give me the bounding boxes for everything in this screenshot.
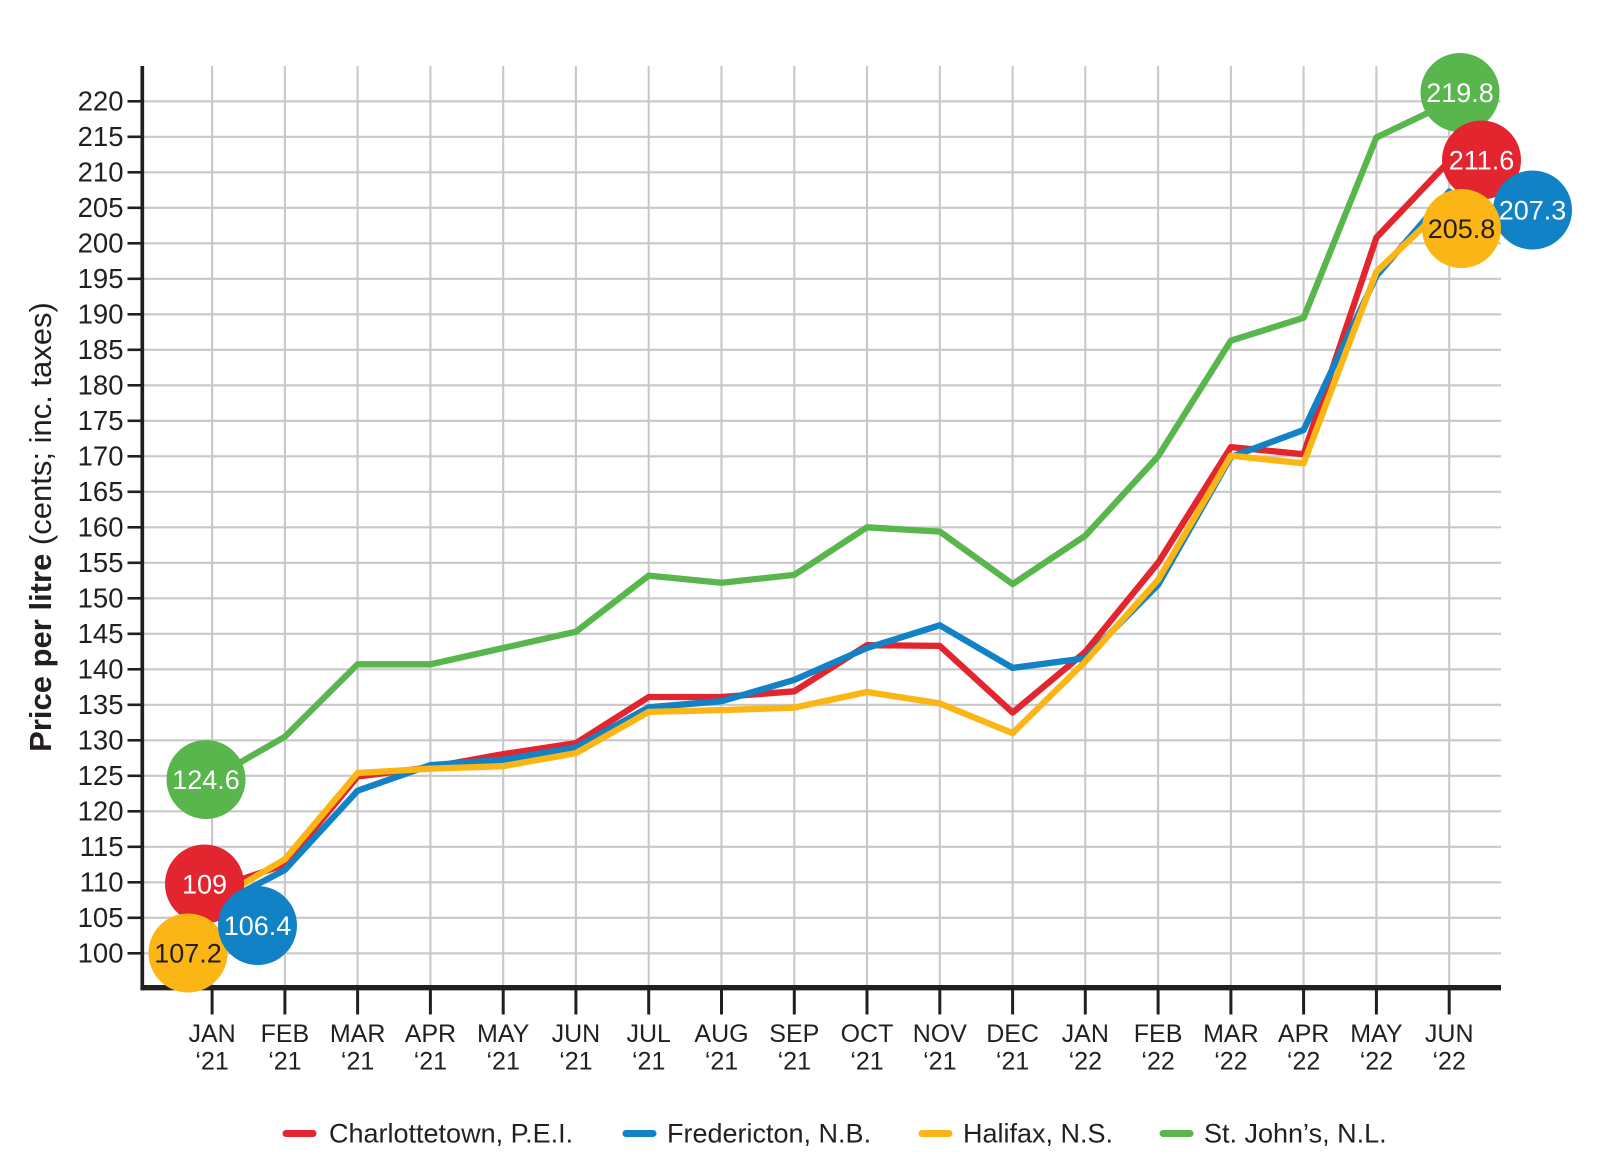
svg-text:AUG: AUG [694,1020,748,1048]
svg-text:Price per litre (cents; inc. t: Price per litre (cents; inc. taxes) [23,302,58,752]
svg-text:FEB: FEB [1134,1020,1183,1048]
svg-text:‘22: ‘22 [1214,1048,1247,1076]
svg-text:120: 120 [78,795,124,826]
svg-text:110: 110 [80,866,124,897]
svg-text:160: 160 [78,511,124,542]
svg-text:200: 200 [78,227,124,258]
svg-text:140: 140 [78,653,124,684]
svg-text:195: 195 [78,263,124,294]
svg-text:100: 100 [78,937,124,968]
svg-text:MAR: MAR [330,1020,386,1048]
svg-text:205: 205 [78,192,124,223]
svg-text:‘21: ‘21 [414,1048,447,1076]
svg-text:‘21: ‘21 [559,1048,592,1076]
svg-text:219.8: 219.8 [1426,78,1494,108]
svg-text:Fredericton, N.B.: Fredericton, N.B. [667,1119,871,1149]
svg-text:‘21: ‘21 [923,1048,956,1076]
svg-text:220: 220 [78,85,124,116]
svg-text:JAN: JAN [1062,1020,1109,1048]
svg-text:106.4: 106.4 [224,911,292,941]
svg-text:‘22: ‘22 [1287,1048,1320,1076]
svg-text:130: 130 [78,724,124,755]
svg-text:APR: APR [1278,1020,1329,1048]
svg-text:135: 135 [78,689,124,720]
svg-text:‘21: ‘21 [632,1048,665,1076]
svg-text:‘22: ‘22 [1069,1048,1102,1076]
svg-text:205.8: 205.8 [1428,214,1496,244]
svg-text:215: 215 [78,121,124,152]
svg-text:‘22: ‘22 [1360,1048,1393,1076]
svg-text:FEB: FEB [261,1020,310,1048]
svg-text:175: 175 [78,405,124,436]
svg-text:MAR: MAR [1203,1020,1259,1048]
svg-text:MAY: MAY [1350,1020,1403,1048]
svg-text:Halifax, N.S.: Halifax, N.S. [963,1119,1113,1149]
svg-text:APR: APR [405,1020,456,1048]
svg-text:165: 165 [78,476,124,507]
svg-text:109: 109 [182,870,227,900]
svg-text:150: 150 [78,582,124,613]
svg-text:‘21: ‘21 [778,1048,811,1076]
svg-text:207.3: 207.3 [1499,196,1567,226]
svg-text:‘21: ‘21 [268,1048,301,1076]
svg-text:‘21: ‘21 [705,1048,738,1076]
svg-text:155: 155 [78,547,124,578]
svg-text:NOV: NOV [913,1020,968,1048]
svg-text:185: 185 [78,334,124,365]
svg-text:‘21: ‘21 [850,1048,883,1076]
svg-text:145: 145 [78,618,124,649]
svg-text:105: 105 [78,902,124,933]
svg-text:107.2: 107.2 [154,939,222,969]
svg-text:SEP: SEP [769,1020,819,1048]
svg-text:‘21: ‘21 [996,1048,1029,1076]
svg-text:OCT: OCT [841,1020,894,1048]
svg-text:‘21: ‘21 [341,1048,374,1076]
svg-text:170: 170 [78,440,124,471]
svg-text:DEC: DEC [986,1020,1039,1048]
svg-text:180: 180 [78,369,124,400]
svg-text:190: 190 [78,298,124,329]
svg-text:124.6: 124.6 [172,765,240,795]
svg-text:125: 125 [78,760,124,791]
svg-text:‘21: ‘21 [195,1048,228,1076]
svg-text:MAY: MAY [477,1020,530,1048]
svg-text:JUL: JUL [626,1020,671,1048]
svg-text:115: 115 [80,831,124,862]
svg-text:‘21: ‘21 [487,1048,520,1076]
svg-text:211.6: 211.6 [1449,146,1515,176]
svg-text:JUN: JUN [1425,1020,1474,1048]
svg-text:JAN: JAN [188,1020,235,1048]
svg-text:‘22: ‘22 [1141,1048,1174,1076]
svg-text:JUN: JUN [552,1020,601,1048]
svg-text:Charlottetown, P.E.I.: Charlottetown, P.E.I. [329,1119,573,1149]
svg-text:St. John’s, N.L.: St. John’s, N.L. [1204,1119,1387,1149]
svg-text:210: 210 [78,156,124,187]
svg-text:‘22: ‘22 [1433,1048,1466,1076]
